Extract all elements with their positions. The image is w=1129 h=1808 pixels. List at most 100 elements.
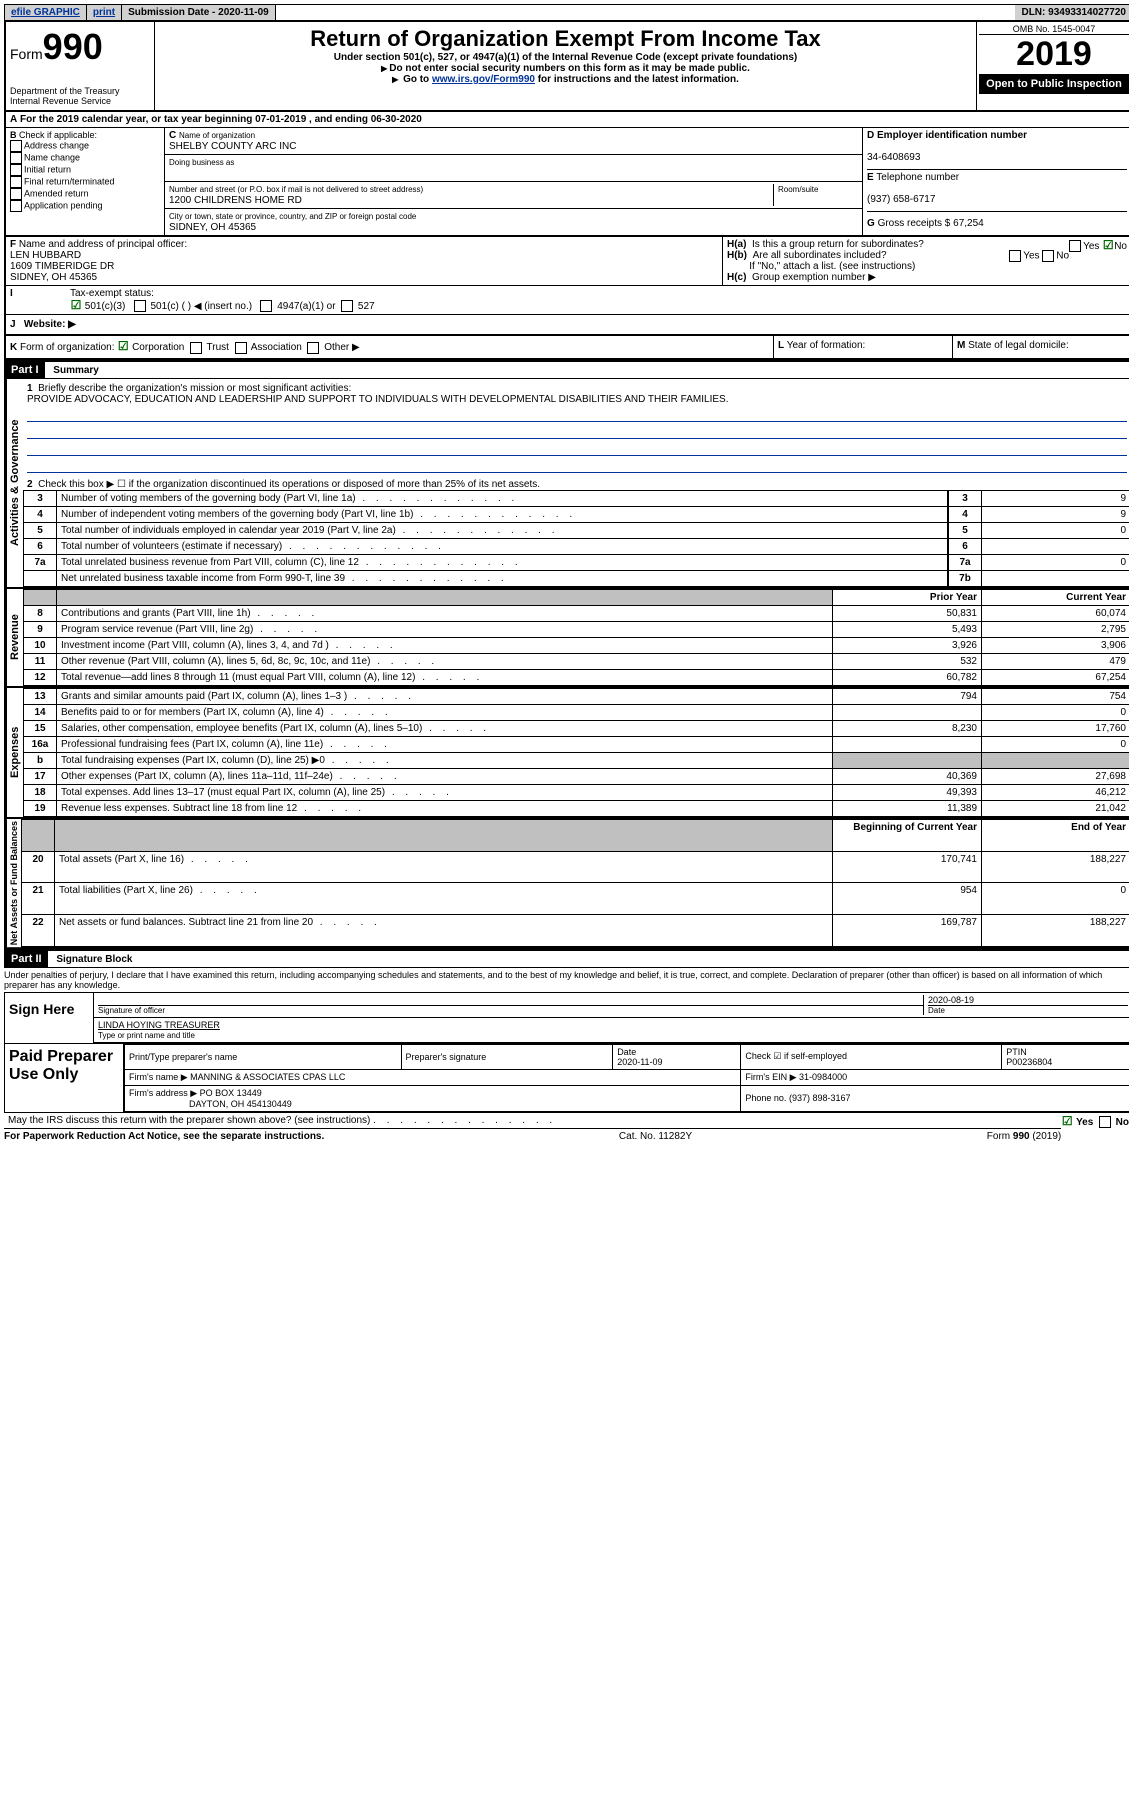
sign-block: Sign Here Signature of officer2020-08-19… — [4, 992, 1129, 1113]
submission-date: Submission Date - 2020-11-09 — [122, 5, 276, 20]
line2: 2 Check this box ▶ ☐ if the organization… — [23, 475, 1129, 490]
b-amend: Amended return — [24, 188, 89, 198]
sig-label: Signature of officer — [98, 1005, 923, 1015]
topbar: efile GRAPHIC print Submission Date - 20… — [4, 4, 1129, 21]
row-klm: K Form of organization: ☑ Corporation Tr… — [4, 336, 1129, 359]
net-block: Net Assets or Fund Balances Beginning of… — [4, 819, 1129, 949]
check-name[interactable] — [10, 152, 22, 164]
a-text: For the 2019 calendar year, or tax year … — [20, 114, 422, 125]
c-street: 1200 CHILDRENS HOME RD — [169, 195, 302, 206]
check-init[interactable] — [10, 164, 22, 176]
hb-yes[interactable] — [1009, 250, 1021, 262]
i-501c[interactable] — [134, 300, 146, 312]
exp-block: Expenses 13Grants and similar amounts pa… — [4, 688, 1129, 819]
efile-text[interactable]: efile GRAPHIC — [11, 7, 80, 18]
tax-year: 2019 — [979, 35, 1129, 74]
side-gov: Activities & Governance — [6, 379, 23, 587]
discuss-yes[interactable]: ☑ — [1061, 1115, 1073, 1127]
part2-tag: Part II — [5, 951, 48, 967]
p-firm: MANNING & ASSOCIATES CPAS LLC — [190, 1072, 345, 1082]
f-label: Name and address of principal officer: — [19, 239, 187, 250]
p-ein: 31-0984000 — [799, 1072, 847, 1082]
form-label: Form — [10, 46, 43, 62]
part1-tag: Part I — [5, 362, 45, 378]
line1-text: PROVIDE ADVOCACY, EDUCATION AND LEADERSH… — [27, 394, 728, 405]
i-501c3[interactable]: ☑ — [70, 299, 82, 311]
k-other[interactable] — [307, 342, 319, 354]
c-name: SHELBY COUNTY ARC INC — [169, 141, 296, 152]
row-j: J Website: ▶ — [4, 315, 1129, 336]
i-527t: 527 — [358, 301, 375, 312]
b-app: Application pending — [24, 200, 103, 210]
p-einlabel: Firm's EIN ▶ — [745, 1072, 796, 1082]
g-val: 67,254 — [953, 218, 984, 229]
ha: Is this a group return for subordinates? — [752, 239, 924, 250]
i-label: Tax-exempt status: — [70, 288, 154, 299]
b-label: Check if applicable: — [19, 130, 97, 140]
sub1: Under section 501(c), 527, or 4947(a)(1)… — [159, 52, 972, 63]
print-text[interactable]: print — [93, 7, 115, 18]
c-dba-label: Doing business as — [169, 158, 234, 167]
g-label: Gross receipts $ — [878, 218, 951, 229]
b-addr: Address change — [24, 140, 89, 150]
formno: Form 990 (2019) — [987, 1131, 1061, 1142]
b-name: Name change — [24, 152, 80, 162]
net-table: Beginning of Current YearEnd of Year20To… — [21, 819, 1129, 947]
sub3-pre: Go to — [403, 74, 432, 85]
dy: Yes — [1076, 1117, 1093, 1128]
m-label: State of legal domicile: — [968, 340, 1069, 351]
irs: Internal Revenue Service — [10, 96, 150, 106]
b-init: Initial return — [24, 164, 71, 174]
i-4947[interactable] — [260, 300, 272, 312]
sub3-post: for instructions and the latest informat… — [535, 74, 739, 85]
b-final: Final return/terminated — [24, 176, 115, 186]
check-amend[interactable] — [10, 188, 22, 200]
c-city-label: City or town, state or province, country… — [169, 212, 416, 221]
sub3-link[interactable]: www.irs.gov/Form990 — [432, 74, 535, 85]
e-val: (937) 658-6717 — [867, 194, 935, 205]
efile-link[interactable]: efile GRAPHIC — [5, 5, 87, 20]
part2-header: Part II Signature Block — [4, 949, 1129, 968]
c-room-label: Room/suite — [778, 185, 818, 194]
f-addr1: 1609 TIMBERIDGE DR — [10, 261, 114, 272]
side-net: Net Assets or Fund Balances — [6, 819, 21, 947]
i-527[interactable] — [341, 300, 353, 312]
k-assoc-t: Association — [251, 342, 302, 353]
rev-block: Revenue Prior YearCurrent Year8Contribut… — [4, 589, 1129, 688]
side-rev: Revenue — [6, 589, 23, 686]
omb: OMB No. 1545-0047 — [979, 24, 1129, 35]
k-corp[interactable]: ☑ — [117, 340, 129, 352]
no1: No — [1114, 241, 1127, 252]
ha-yes[interactable] — [1069, 240, 1081, 252]
j-label: Website: ▶ — [24, 319, 76, 330]
hb: Are all subordinates included? — [753, 250, 887, 261]
discuss: May the IRS discuss this return with the… — [8, 1115, 370, 1126]
k-label: Form of organization: — [20, 342, 115, 353]
date-label: Date — [928, 1005, 1128, 1015]
c-city: SIDNEY, OH 45365 — [169, 222, 256, 233]
k-assoc[interactable] — [235, 342, 247, 354]
check-app[interactable] — [10, 200, 22, 212]
ha-no[interactable]: ☑ — [1102, 239, 1114, 251]
p-addr2: DAYTON, OH 454130449 — [189, 1099, 292, 1109]
dept: Department of the Treasury — [10, 86, 150, 96]
pra: For Paperwork Reduction Act Notice, see … — [4, 1131, 324, 1142]
check-addr[interactable] — [10, 140, 22, 152]
discuss-no[interactable] — [1099, 1116, 1111, 1128]
name-label: Type or print name and title — [98, 1031, 195, 1040]
print-link[interactable]: print — [87, 5, 122, 20]
footer: For Paperwork Reduction Act Notice, see … — [4, 1128, 1061, 1144]
c-name-label: Name of organization — [179, 131, 255, 140]
col-deg: D Employer identification number 34-6408… — [863, 128, 1129, 235]
p-hname: Print/Type preparer's name — [125, 1044, 402, 1069]
paid-table: Print/Type preparer's name Preparer's si… — [124, 1044, 1129, 1112]
p-addrlabel: Firm's address ▶ — [129, 1088, 197, 1098]
i-49: 4947(a)(1) or — [277, 301, 335, 312]
discuss-row: May the IRS discuss this return with the… — [4, 1113, 1129, 1128]
k-trust[interactable] — [190, 342, 202, 354]
part1-title: Summary — [47, 365, 99, 376]
sub3: Go to www.irs.gov/Form990 for instructio… — [159, 74, 972, 85]
hb-no[interactable] — [1042, 250, 1054, 262]
hc: Group exemption number ▶ — [752, 272, 876, 283]
check-final[interactable] — [10, 176, 22, 188]
